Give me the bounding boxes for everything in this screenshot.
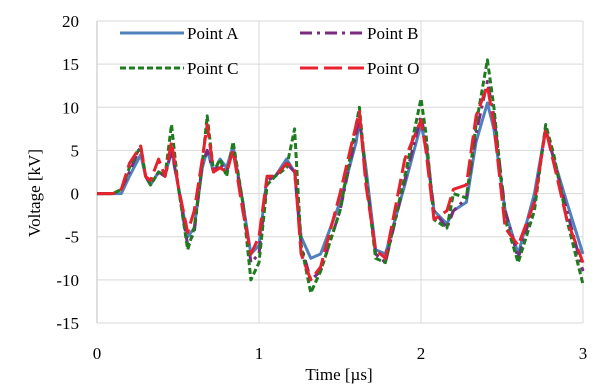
y-tick-label: 5 <box>71 141 80 160</box>
x-tick-label: 1 <box>255 344 264 363</box>
legend-label: Point O <box>367 59 419 78</box>
legend-label: Point B <box>367 24 419 43</box>
axes-layer: 20 15 10 5 0 -5 -10 -15 0 1 2 3 <box>56 12 587 363</box>
legend-label: Point A <box>187 24 239 43</box>
series-line-point-o <box>97 84 585 282</box>
series-layer <box>97 58 585 295</box>
y-tick-label: 10 <box>62 98 79 117</box>
y-tick-label: -15 <box>56 314 79 333</box>
legend-label: Point C <box>187 59 239 78</box>
series-line-point-c <box>97 58 585 295</box>
legend-layer: Point A Point B Point C Point O <box>120 24 419 78</box>
y-tick-label: 0 <box>71 185 80 204</box>
x-tick-label: 3 <box>579 344 588 363</box>
y-axis-title: Voltage [kV] <box>25 149 44 237</box>
y-tick-label: -10 <box>56 271 79 290</box>
x-axis-title: Time [µs] <box>305 365 372 384</box>
y-tick-label: 15 <box>62 55 79 74</box>
series-line-point-b <box>97 79 585 282</box>
x-tick-label: 0 <box>93 344 102 363</box>
y-tick-label: 20 <box>62 12 79 31</box>
y-tick-label: -5 <box>65 228 79 247</box>
grid-layer <box>97 20 584 324</box>
x-tick-label: 2 <box>417 344 426 363</box>
